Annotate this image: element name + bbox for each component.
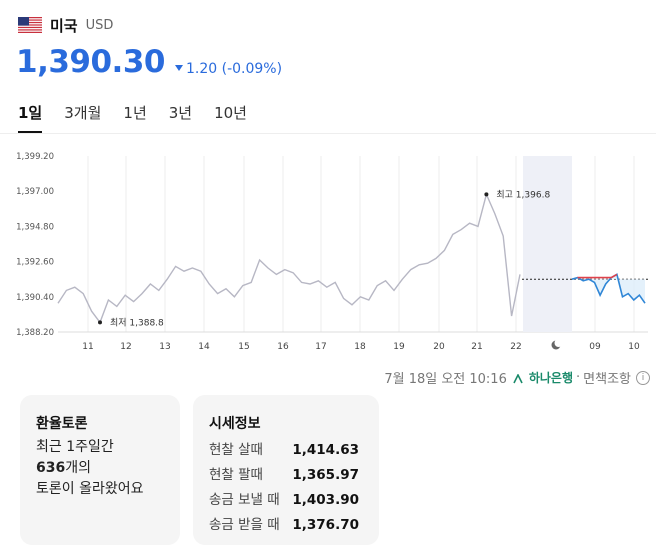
- y-tick-label: 1,388.20: [16, 328, 54, 338]
- forum-count-suffix: 개의: [65, 460, 91, 476]
- x-tick-label: 22: [510, 342, 521, 352]
- moon-icon: [551, 339, 563, 350]
- bank-name: 하나은행: [528, 371, 574, 385]
- x-tick-label: 19: [393, 342, 405, 352]
- y-tick-label: 1,399.20: [16, 152, 54, 162]
- forum-title: 환율토론: [36, 416, 88, 432]
- market-info-card: 시세정보 현찰 살때 1,414.63 현찰 팔때 1,365.97 송금 보낼 때…: [193, 395, 379, 545]
- exchange-rate: 1,390.30: [16, 44, 165, 80]
- market-row: 현찰 살때 1,414.63: [209, 438, 359, 463]
- x-tick-label: 12: [120, 342, 131, 352]
- tab-3m[interactable]: 3개월: [64, 104, 102, 122]
- y-axis-labels: 1,399.20 1,397.00 1,394.80 1,392.60 1,390.40…: [16, 152, 54, 338]
- meta-separator: ·: [576, 370, 581, 385]
- x-tick-label: 15: [238, 342, 249, 352]
- x-tick-label: 10: [628, 342, 640, 352]
- low-label: 최저 1,388.8: [110, 317, 164, 328]
- down-arrow-icon: [174, 65, 183, 71]
- x-tick-label: 17: [315, 342, 326, 352]
- tab-3y[interactable]: 3년: [168, 104, 193, 122]
- forum-line3: 토론이 올라왔어요: [36, 481, 144, 497]
- market-title: 시세정보: [209, 416, 261, 432]
- timestamp: 7월 18일 오전 10:16: [384, 372, 507, 387]
- market-row-label: 송금 받을 때: [209, 517, 280, 533]
- info-icon[interactable]: i: [636, 370, 650, 385]
- market-row: 현찰 팔때 1,365.97: [209, 463, 359, 488]
- x-tick-label: 20: [433, 342, 445, 352]
- low-marker: [98, 320, 102, 325]
- us-flag-icon: [18, 17, 42, 33]
- live-area: [572, 274, 645, 304]
- forum-summary: 최근 1주일간 636개의 토론이 올라왔어요: [36, 437, 144, 500]
- x-tick-label: 16: [277, 342, 289, 352]
- disclaimer-link[interactable]: 면책조항: [583, 372, 631, 387]
- x-axis-labels: 11 12 13 14 15 16 17 18 19 20 21 22 09 10: [82, 342, 640, 352]
- high-label: 최고 1,396.8: [496, 189, 550, 200]
- y-tick-label: 1,394.80: [16, 222, 54, 232]
- forum-card[interactable]: 환율토론 최근 1주일간 636개의 토론이 올라왔어요: [20, 395, 180, 545]
- chart-grid: [58, 156, 648, 333]
- tab-10y[interactable]: 10년: [214, 104, 247, 122]
- market-row-label: 현찰 팔때: [209, 467, 263, 483]
- tab-1y[interactable]: 1년: [123, 104, 147, 122]
- market-row-label: 송금 보낼 때: [209, 492, 280, 508]
- market-closed-band: [523, 156, 572, 332]
- source-meta: 7월 18일 오전 10:16 하나은행 · 면책조항 i: [384, 368, 650, 387]
- exchange-rate-chart[interactable]: 1,399.20 1,397.00 1,394.80 1,392.60 1,390.40…: [0, 140, 656, 360]
- market-row-value: 1,365.97: [292, 467, 359, 483]
- rate-change-value: 1.20 (-0.09%): [185, 61, 283, 77]
- forum-count: 636: [36, 460, 66, 476]
- market-row-value: 1,414.63: [292, 442, 359, 458]
- tab-divider: [0, 133, 656, 134]
- market-row-value: 1,376.70: [292, 517, 359, 533]
- y-tick-label: 1,392.60: [16, 258, 54, 268]
- x-tick-label: 09: [589, 342, 601, 352]
- bank-logo-icon: [513, 372, 523, 383]
- live-up-segment: [577, 273, 618, 279]
- y-tick-label: 1,397.00: [16, 187, 54, 197]
- x-tick-label: 13: [159, 342, 170, 352]
- live-line: [571, 273, 646, 304]
- market-row: 송금 받을 때 1,376.70: [209, 513, 359, 538]
- tab-1d[interactable]: 1일: [18, 102, 43, 133]
- currency-code: USD: [85, 17, 114, 33]
- rate-display: 1,390.30 1.20 (-0.09%): [16, 44, 282, 80]
- currency-header: 미국 USD: [18, 14, 113, 36]
- market-row-value: 1,403.90: [292, 492, 359, 508]
- forum-line1: 최근 1주일간: [36, 439, 114, 455]
- x-tick-label: 11: [82, 342, 93, 352]
- high-marker: [484, 192, 489, 197]
- x-tick-label: 14: [198, 342, 210, 352]
- x-tick-label: 21: [471, 342, 482, 352]
- market-row: 송금 보낼 때 1,403.90: [209, 488, 359, 513]
- country-name: 미국: [50, 16, 78, 35]
- y-tick-label: 1,390.40: [16, 293, 54, 303]
- market-row-label: 현찰 살때: [209, 442, 263, 458]
- x-tick-label: 18: [354, 342, 366, 352]
- market-rows: 현찰 살때 1,414.63 현찰 팔때 1,365.97 송금 보낼 때 1,403…: [209, 438, 359, 538]
- rate-change: 1.20 (-0.09%): [174, 61, 283, 77]
- period-tabs: 1일 3개월 1년 3년 10년: [18, 102, 269, 133]
- history-line: [57, 192, 521, 324]
